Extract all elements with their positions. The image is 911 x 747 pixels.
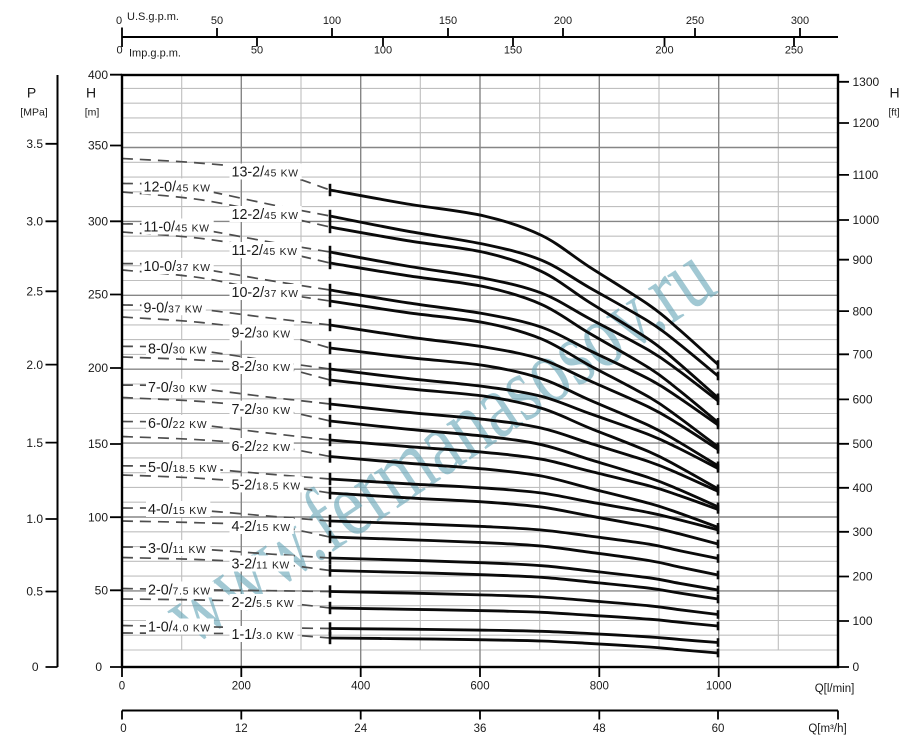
svg-text:2.0: 2.0: [26, 358, 43, 372]
svg-text:[ft]: [ft]: [888, 108, 899, 119]
svg-text:1-1/3.0 KW: 1-1/3.0 KW: [232, 627, 295, 643]
svg-text:0: 0: [853, 660, 860, 674]
svg-text:2.5: 2.5: [26, 285, 43, 299]
svg-text:[MPa]: [MPa]: [20, 107, 48, 119]
svg-text:400: 400: [853, 481, 873, 495]
svg-text:150: 150: [504, 45, 522, 57]
svg-text:[m]: [m]: [85, 107, 100, 119]
svg-text:400: 400: [351, 681, 370, 693]
svg-text:U.S.g.p.m.: U.S.g.p.m.: [127, 11, 179, 23]
svg-text:400: 400: [88, 68, 108, 82]
svg-text:1000: 1000: [853, 213, 880, 227]
svg-text:Q[m³/h]: Q[m³/h]: [808, 723, 846, 735]
svg-text:900: 900: [853, 253, 873, 267]
svg-text:200: 200: [853, 570, 873, 584]
svg-text:0: 0: [120, 723, 126, 735]
svg-text:100: 100: [88, 510, 108, 524]
svg-text:4-2/15 KW: 4-2/15 KW: [232, 519, 291, 535]
svg-text:1300: 1300: [853, 75, 880, 89]
svg-text:4-0/15 KW: 4-0/15 KW: [148, 502, 207, 518]
svg-text:150: 150: [88, 437, 108, 451]
svg-text:600: 600: [853, 393, 873, 407]
svg-text:8-0/30 KW: 8-0/30 KW: [148, 342, 207, 358]
svg-text:7-2/30 KW: 7-2/30 KW: [232, 402, 291, 418]
svg-text:50: 50: [251, 45, 263, 57]
svg-text:200: 200: [655, 45, 673, 57]
svg-text:0: 0: [119, 681, 125, 693]
svg-text:1-0/4.0 KW: 1-0/4.0 KW: [148, 620, 211, 636]
svg-text:2-0/7.5 KW: 2-0/7.5 KW: [148, 583, 211, 599]
svg-text:1.5: 1.5: [26, 436, 43, 450]
svg-text:Q[l/min]: Q[l/min]: [815, 683, 855, 695]
svg-text:800: 800: [853, 304, 873, 318]
svg-text:100: 100: [323, 15, 341, 27]
svg-text:6-0/22 KW: 6-0/22 KW: [148, 416, 207, 432]
svg-text:1100: 1100: [853, 168, 879, 182]
svg-text:H: H: [86, 85, 96, 101]
svg-text:3-0/11 KW: 3-0/11 KW: [148, 541, 207, 557]
svg-text:200: 200: [554, 15, 572, 27]
svg-text:200: 200: [88, 361, 108, 375]
svg-text:800: 800: [590, 681, 609, 693]
svg-text:0: 0: [95, 660, 102, 674]
svg-text:10-2/37 KW: 10-2/37 KW: [232, 285, 299, 301]
svg-text:13-2/45 KW: 13-2/45 KW: [232, 165, 299, 181]
svg-text:250: 250: [686, 15, 704, 27]
svg-text:3.0: 3.0: [26, 215, 43, 229]
svg-text:300: 300: [853, 525, 873, 539]
svg-text:H: H: [889, 85, 899, 101]
svg-text:9-2/30 KW: 9-2/30 KW: [232, 326, 291, 342]
svg-text:50: 50: [95, 584, 109, 598]
svg-text:3.5: 3.5: [26, 137, 43, 151]
svg-text:300: 300: [88, 215, 108, 229]
svg-text:0: 0: [32, 660, 39, 674]
svg-text:1000: 1000: [706, 681, 732, 693]
svg-text:P: P: [27, 85, 36, 101]
svg-text:100: 100: [374, 45, 392, 57]
svg-text:48: 48: [593, 723, 606, 735]
svg-text:250: 250: [785, 45, 803, 57]
svg-text:0.5: 0.5: [26, 585, 43, 599]
svg-text:12-0/45 KW: 12-0/45 KW: [144, 180, 211, 196]
svg-text:1200: 1200: [853, 116, 880, 130]
svg-text:12: 12: [235, 723, 248, 735]
svg-text:24: 24: [354, 723, 367, 735]
svg-text:50: 50: [211, 15, 223, 27]
svg-text:600: 600: [470, 681, 489, 693]
svg-text:5-2/18.5 KW: 5-2/18.5 KW: [232, 478, 301, 494]
svg-text:100: 100: [853, 614, 873, 628]
svg-text:12-2/45 KW: 12-2/45 KW: [232, 207, 299, 223]
svg-text:11-0/45 KW: 11-0/45 KW: [144, 220, 210, 236]
svg-text:700: 700: [853, 348, 873, 362]
svg-text:9-0/37 KW: 9-0/37 KW: [144, 300, 203, 316]
svg-text:1.0: 1.0: [26, 512, 43, 526]
svg-text:8-2/30 KW: 8-2/30 KW: [232, 359, 291, 375]
svg-text:6-2/22 KW: 6-2/22 KW: [232, 439, 291, 455]
svg-text:Imp.g.p.m.: Imp.g.p.m.: [129, 48, 181, 60]
svg-text:0: 0: [116, 45, 122, 57]
svg-text:350: 350: [88, 139, 108, 153]
svg-text:500: 500: [853, 437, 873, 451]
svg-text:150: 150: [439, 15, 457, 27]
svg-text:3-2/11 KW: 3-2/11 KW: [232, 557, 291, 573]
svg-text:200: 200: [232, 681, 251, 693]
svg-text:60: 60: [712, 723, 725, 735]
svg-text:36: 36: [474, 723, 487, 735]
svg-text:11-2/45 KW: 11-2/45 KW: [232, 243, 298, 259]
svg-text:10-0/37 KW: 10-0/37 KW: [144, 259, 211, 275]
svg-text:0: 0: [116, 15, 122, 27]
svg-text:7-0/30 KW: 7-0/30 KW: [148, 380, 207, 396]
svg-text:2-2/5.5 KW: 2-2/5.5 KW: [232, 595, 295, 611]
svg-text:250: 250: [88, 288, 108, 302]
svg-text:5-0/18.5 KW: 5-0/18.5 KW: [148, 460, 217, 476]
svg-text:300: 300: [791, 15, 809, 27]
